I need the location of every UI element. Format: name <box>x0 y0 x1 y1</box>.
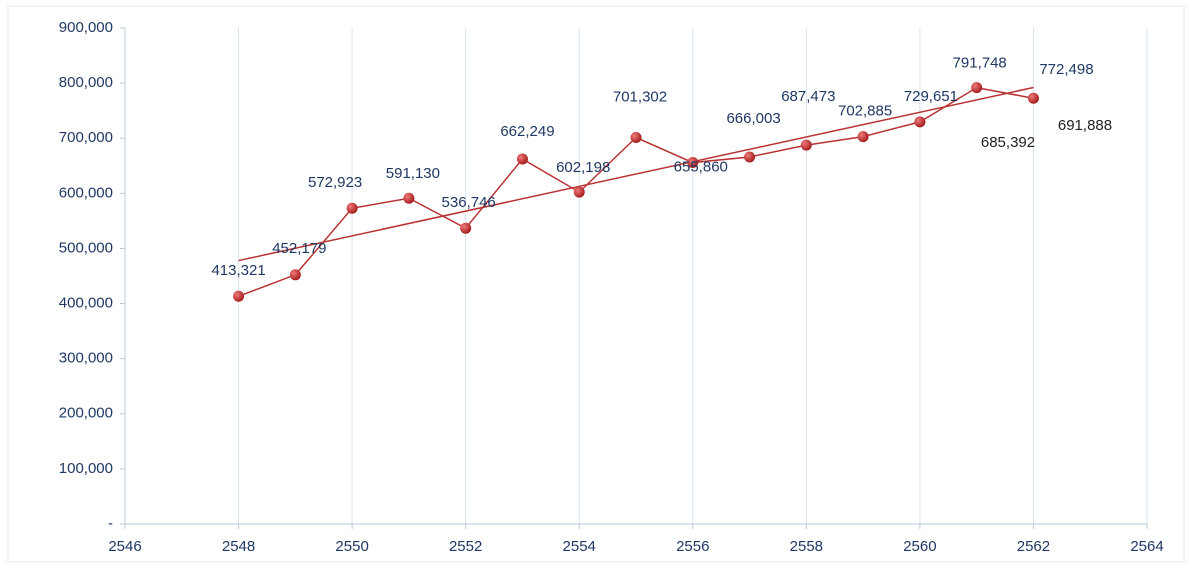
data-label: 791,748 <box>953 55 1007 72</box>
x-tick-label: 2560 <box>903 538 936 555</box>
data-label: 591,130 <box>386 165 440 182</box>
marker <box>516 153 528 165</box>
marker <box>744 151 756 163</box>
y-tick-label: 900,000 <box>59 19 113 36</box>
marker <box>800 139 812 151</box>
marker <box>1027 92 1039 104</box>
marker <box>914 116 926 128</box>
marker <box>460 222 472 234</box>
x-tick-label: 2562 <box>1017 538 1050 555</box>
data-label: 701,302 <box>613 88 667 105</box>
data-label: 572,923 <box>308 174 362 191</box>
x-tick-label: 2546 <box>108 538 141 555</box>
y-tick-label: 800,000 <box>59 74 113 91</box>
data-label: 687,473 <box>781 88 835 105</box>
y-tick-label: 700,000 <box>59 129 113 146</box>
data-label: 772,498 <box>1039 61 1093 78</box>
x-tick-label: 2550 <box>335 538 368 555</box>
x-tick-label: 2552 <box>449 538 482 555</box>
data-label: 602,198 <box>556 159 610 176</box>
annotation: 685,392 <box>981 134 1035 151</box>
y-tick-label: 100,000 <box>59 460 113 477</box>
data-label: 655,860 <box>674 159 728 176</box>
marker <box>971 82 983 94</box>
marker <box>233 290 245 302</box>
data-label: 452,179 <box>272 240 326 257</box>
y-tick-label: 300,000 <box>59 350 113 367</box>
marker <box>403 192 415 204</box>
data-label: 666,003 <box>726 110 780 127</box>
x-tick-label: 2554 <box>563 538 596 555</box>
data-label: 702,885 <box>838 103 892 120</box>
x-tick-label: 2548 <box>222 538 255 555</box>
y-tick-label: 400,000 <box>59 295 113 312</box>
marker <box>857 131 869 143</box>
data-label: 729,651 <box>904 88 958 105</box>
x-tick-label: 2558 <box>790 538 823 555</box>
annotation: 691,888 <box>1058 117 1112 134</box>
series-line <box>238 86 1034 297</box>
data-label: 662,249 <box>500 123 554 140</box>
y-tick-label: 600,000 <box>59 184 113 201</box>
marker <box>346 202 358 214</box>
data-label: 413,321 <box>211 262 265 279</box>
marker <box>687 157 699 169</box>
chart-border <box>7 5 1185 563</box>
marker <box>630 132 642 144</box>
y-tick-label: - <box>108 515 113 532</box>
x-tick-label: 2564 <box>1130 538 1163 555</box>
y-tick-label: 200,000 <box>59 405 113 422</box>
data-label: 536,746 <box>442 194 496 211</box>
marker <box>289 269 301 281</box>
x-tick-label: 2556 <box>676 538 709 555</box>
marker <box>573 186 585 198</box>
trendline <box>238 86 1034 262</box>
y-tick-label: 500,000 <box>59 239 113 256</box>
